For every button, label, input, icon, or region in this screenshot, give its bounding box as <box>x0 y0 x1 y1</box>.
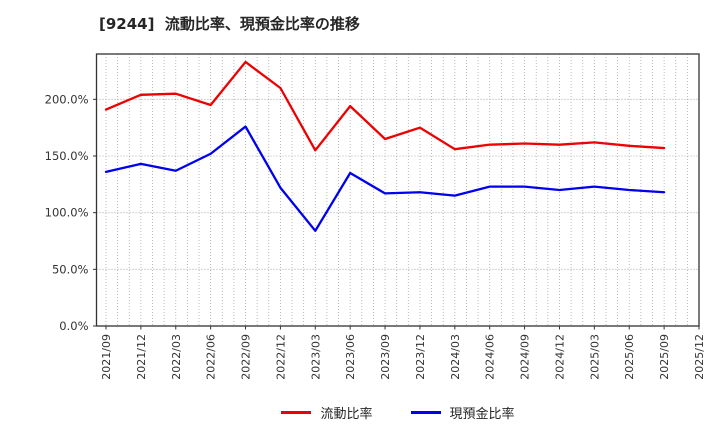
x-tick-label: 2023/03 <box>309 334 322 380</box>
y-tick-label: 0.0% <box>59 319 88 333</box>
x-tick-label: 2022/06 <box>205 334 218 380</box>
x-tick-label: 2023/09 <box>379 334 392 380</box>
x-tick-label: 2024/03 <box>449 334 462 380</box>
x-tick-label: 2023/06 <box>344 334 357 380</box>
legend-item-current-ratio: 流動比率 <box>281 403 373 422</box>
x-axis-labels: 2021/09 2021/12 2022/03 2022/06 2022/09 2022/… <box>100 334 706 380</box>
y-gridlines <box>96 98 699 270</box>
cash-ratio-line <box>104 125 666 232</box>
x-tick-label: 2022/12 <box>274 334 287 380</box>
x-tick-label: 2024/12 <box>553 334 566 380</box>
x-tick-label: 2025/12 <box>693 334 706 380</box>
y-tick-label: 200.0% <box>45 92 89 106</box>
x-tick-label: 2024/06 <box>484 334 497 380</box>
y-axis-labels: 0.0% 50.0% 100.0% 150.0% 200.0% <box>45 92 89 333</box>
x-tick-label: 2025/06 <box>623 334 636 380</box>
chart-legend: 流動比率 現預金比率 <box>97 403 699 422</box>
legend-swatch-current-ratio <box>281 411 312 414</box>
x-tick-label: 2022/09 <box>240 334 253 380</box>
x-tick-label: 2025/03 <box>588 334 601 380</box>
tick-marks <box>93 98 700 330</box>
y-tick-label: 50.0% <box>52 262 89 276</box>
x-tick-label: 2021/09 <box>100 334 113 380</box>
legend-label-cash-ratio: 現預金比率 <box>449 407 515 422</box>
x-tick-label: 2024/09 <box>519 334 532 380</box>
x-tick-label: 2022/03 <box>170 334 183 380</box>
x-tick-label: 2025/09 <box>658 334 671 380</box>
chart-title: [9244] 流動比率、現預金比率の推移 <box>99 15 360 33</box>
y-tick-label: 100.0% <box>45 206 89 220</box>
plot-border <box>95 53 700 327</box>
x-gridlines <box>105 54 700 326</box>
x-tick-label: 2021/12 <box>135 334 148 380</box>
x-tick-label: 2023/12 <box>414 334 427 380</box>
legend-item-cash-ratio: 現預金比率 <box>410 403 515 422</box>
current-ratio-line <box>104 60 666 152</box>
legend-label-current-ratio: 流動比率 <box>320 407 373 422</box>
legend-swatch-cash-ratio <box>410 411 441 414</box>
y-tick-label: 150.0% <box>45 149 89 163</box>
